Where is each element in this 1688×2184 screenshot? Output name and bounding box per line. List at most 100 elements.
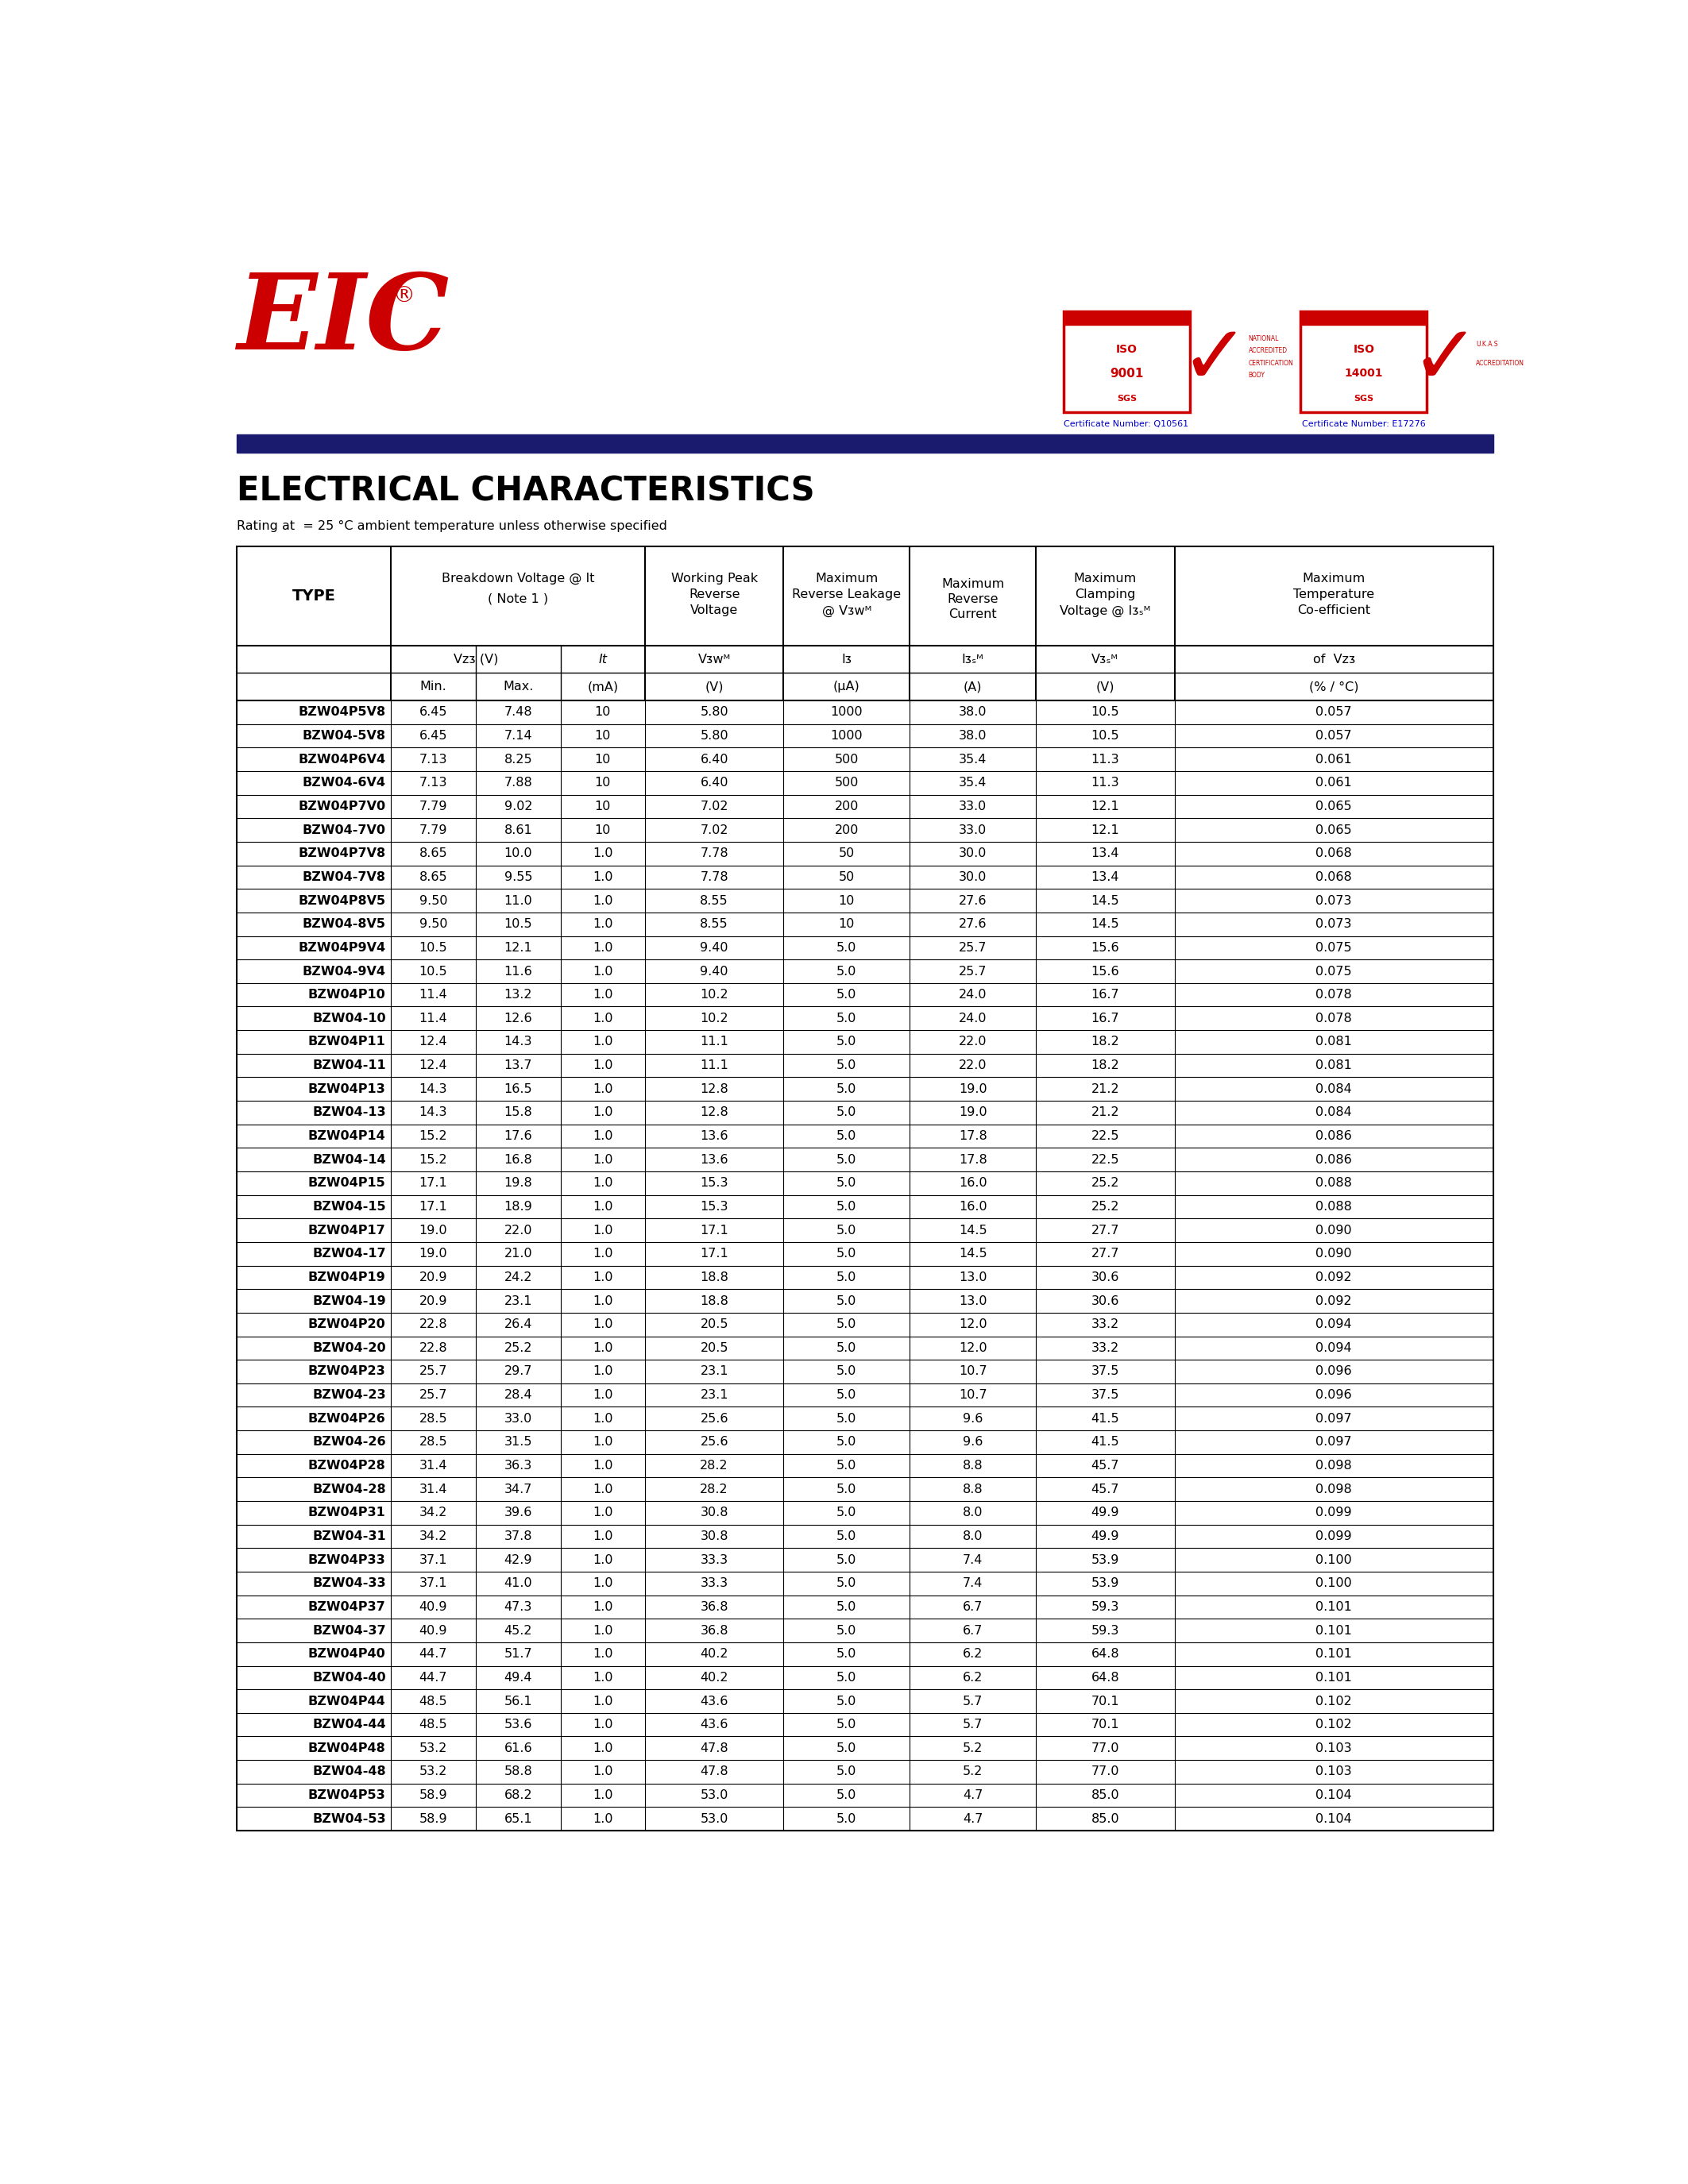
Text: 4.7: 4.7 <box>962 1813 982 1826</box>
Text: BZW04P48: BZW04P48 <box>309 1743 387 1754</box>
Text: BZW04P13: BZW04P13 <box>309 1083 387 1094</box>
Text: 11.3: 11.3 <box>1090 778 1119 788</box>
Text: 40.2: 40.2 <box>701 1671 729 1684</box>
Text: BZW04P15: BZW04P15 <box>309 1177 387 1188</box>
Text: Breakdown Voltage @ It: Breakdown Voltage @ It <box>442 572 594 585</box>
Text: 0.096: 0.096 <box>1315 1389 1352 1400</box>
Text: 70.1: 70.1 <box>1090 1719 1119 1730</box>
Text: 44.7: 44.7 <box>419 1649 447 1660</box>
Text: 13.7: 13.7 <box>505 1059 532 1072</box>
Text: 59.3: 59.3 <box>1090 1625 1119 1636</box>
Text: 42.9: 42.9 <box>505 1555 532 1566</box>
Text: (mA): (mA) <box>587 681 618 692</box>
Text: 5.2: 5.2 <box>962 1767 982 1778</box>
Text: 23.1: 23.1 <box>505 1295 532 1306</box>
Text: SGS: SGS <box>1117 395 1136 402</box>
Text: (% / °C): (% / °C) <box>1310 681 1359 692</box>
Text: 16.0: 16.0 <box>959 1177 987 1188</box>
Text: BZW04-44: BZW04-44 <box>312 1719 387 1730</box>
Text: 1.0: 1.0 <box>592 1625 613 1636</box>
Text: 7.4: 7.4 <box>962 1577 982 1590</box>
Text: 59.3: 59.3 <box>1090 1601 1119 1614</box>
Text: 1.0: 1.0 <box>592 1719 613 1730</box>
Text: 19.0: 19.0 <box>419 1225 447 1236</box>
Text: 38.0: 38.0 <box>959 729 987 743</box>
Text: 1.0: 1.0 <box>592 1483 613 1496</box>
Text: 10: 10 <box>594 705 611 719</box>
Text: BZW04-53: BZW04-53 <box>312 1813 387 1826</box>
Text: 10.2: 10.2 <box>701 1013 729 1024</box>
Text: NATIONAL: NATIONAL <box>1249 334 1280 343</box>
Text: 0.102: 0.102 <box>1315 1719 1352 1730</box>
Text: Working Peak: Working Peak <box>670 572 758 585</box>
Text: BZW04P53: BZW04P53 <box>309 1789 387 1802</box>
Text: 21.0: 21.0 <box>505 1247 532 1260</box>
Text: 17.1: 17.1 <box>419 1177 447 1188</box>
Text: 0.099: 0.099 <box>1315 1531 1352 1542</box>
Text: 68.2: 68.2 <box>505 1789 532 1802</box>
Text: 16.5: 16.5 <box>505 1083 532 1094</box>
Text: 1.0: 1.0 <box>592 1695 613 1708</box>
Text: ISO: ISO <box>1354 343 1374 356</box>
Text: 0.090: 0.090 <box>1315 1247 1352 1260</box>
Text: 37.5: 37.5 <box>1090 1365 1119 1378</box>
Text: 7.02: 7.02 <box>701 823 729 836</box>
Text: 0.088: 0.088 <box>1315 1201 1352 1212</box>
Text: 33.3: 33.3 <box>701 1577 728 1590</box>
Text: 0.092: 0.092 <box>1315 1271 1352 1284</box>
Text: 0.086: 0.086 <box>1315 1153 1352 1166</box>
Text: 1.0: 1.0 <box>592 1319 613 1330</box>
Text: BZW04-7V8: BZW04-7V8 <box>302 871 387 882</box>
Text: 12.8: 12.8 <box>701 1107 729 1118</box>
Text: 5.0: 5.0 <box>837 965 858 976</box>
Text: 58.9: 58.9 <box>419 1789 447 1802</box>
Text: 7.4: 7.4 <box>962 1555 982 1566</box>
Text: ACCREDITED: ACCREDITED <box>1249 347 1288 354</box>
Text: 37.5: 37.5 <box>1090 1389 1119 1400</box>
Text: BZW04-8V5: BZW04-8V5 <box>302 917 387 930</box>
Text: 50: 50 <box>839 871 854 882</box>
Text: BZW04P5V8: BZW04P5V8 <box>299 705 387 719</box>
Text: 13.4: 13.4 <box>1090 847 1119 860</box>
Text: 58.8: 58.8 <box>505 1767 532 1778</box>
Text: 5.0: 5.0 <box>837 989 858 1000</box>
Text: 1.0: 1.0 <box>592 1577 613 1590</box>
Text: 10.7: 10.7 <box>959 1389 987 1400</box>
Text: 5.0: 5.0 <box>837 1013 858 1024</box>
Text: Iᴣ: Iᴣ <box>841 653 852 666</box>
Text: 8.65: 8.65 <box>419 847 447 860</box>
Text: 1.0: 1.0 <box>592 1531 613 1542</box>
Text: 44.7: 44.7 <box>419 1671 447 1684</box>
Text: 5.0: 5.0 <box>837 1059 858 1072</box>
Text: 0.086: 0.086 <box>1315 1129 1352 1142</box>
Text: 0.061: 0.061 <box>1315 778 1352 788</box>
Text: BZW04-31: BZW04-31 <box>312 1531 387 1542</box>
Text: 1.0: 1.0 <box>592 941 613 954</box>
Text: 31.4: 31.4 <box>419 1483 447 1496</box>
Text: 15.2: 15.2 <box>419 1129 447 1142</box>
Text: 56.1: 56.1 <box>505 1695 532 1708</box>
Text: 5.0: 5.0 <box>837 1107 858 1118</box>
Text: 7.78: 7.78 <box>701 847 729 860</box>
Text: 14.3: 14.3 <box>419 1107 447 1118</box>
Text: 64.8: 64.8 <box>1090 1671 1119 1684</box>
Text: 0.068: 0.068 <box>1315 847 1352 860</box>
Text: BZW04P31: BZW04P31 <box>309 1507 387 1518</box>
Text: 10: 10 <box>839 895 854 906</box>
Text: 5.0: 5.0 <box>837 1413 858 1424</box>
Text: 5.80: 5.80 <box>701 729 729 743</box>
Text: 0.100: 0.100 <box>1315 1577 1352 1590</box>
Text: 25.6: 25.6 <box>701 1437 729 1448</box>
Text: BZW04P11: BZW04P11 <box>309 1035 387 1048</box>
Text: 25.2: 25.2 <box>1090 1201 1119 1212</box>
Text: 1.0: 1.0 <box>592 1459 613 1472</box>
Text: 6.2: 6.2 <box>962 1671 982 1684</box>
Bar <box>1063 310 1190 325</box>
Text: 7.13: 7.13 <box>419 778 447 788</box>
Text: 9.40: 9.40 <box>701 941 729 954</box>
Text: 0.097: 0.097 <box>1315 1437 1352 1448</box>
Text: 15.3: 15.3 <box>701 1177 729 1188</box>
Text: 20.5: 20.5 <box>701 1341 729 1354</box>
Text: 18.8: 18.8 <box>701 1271 729 1284</box>
Text: 0.100: 0.100 <box>1315 1555 1352 1566</box>
